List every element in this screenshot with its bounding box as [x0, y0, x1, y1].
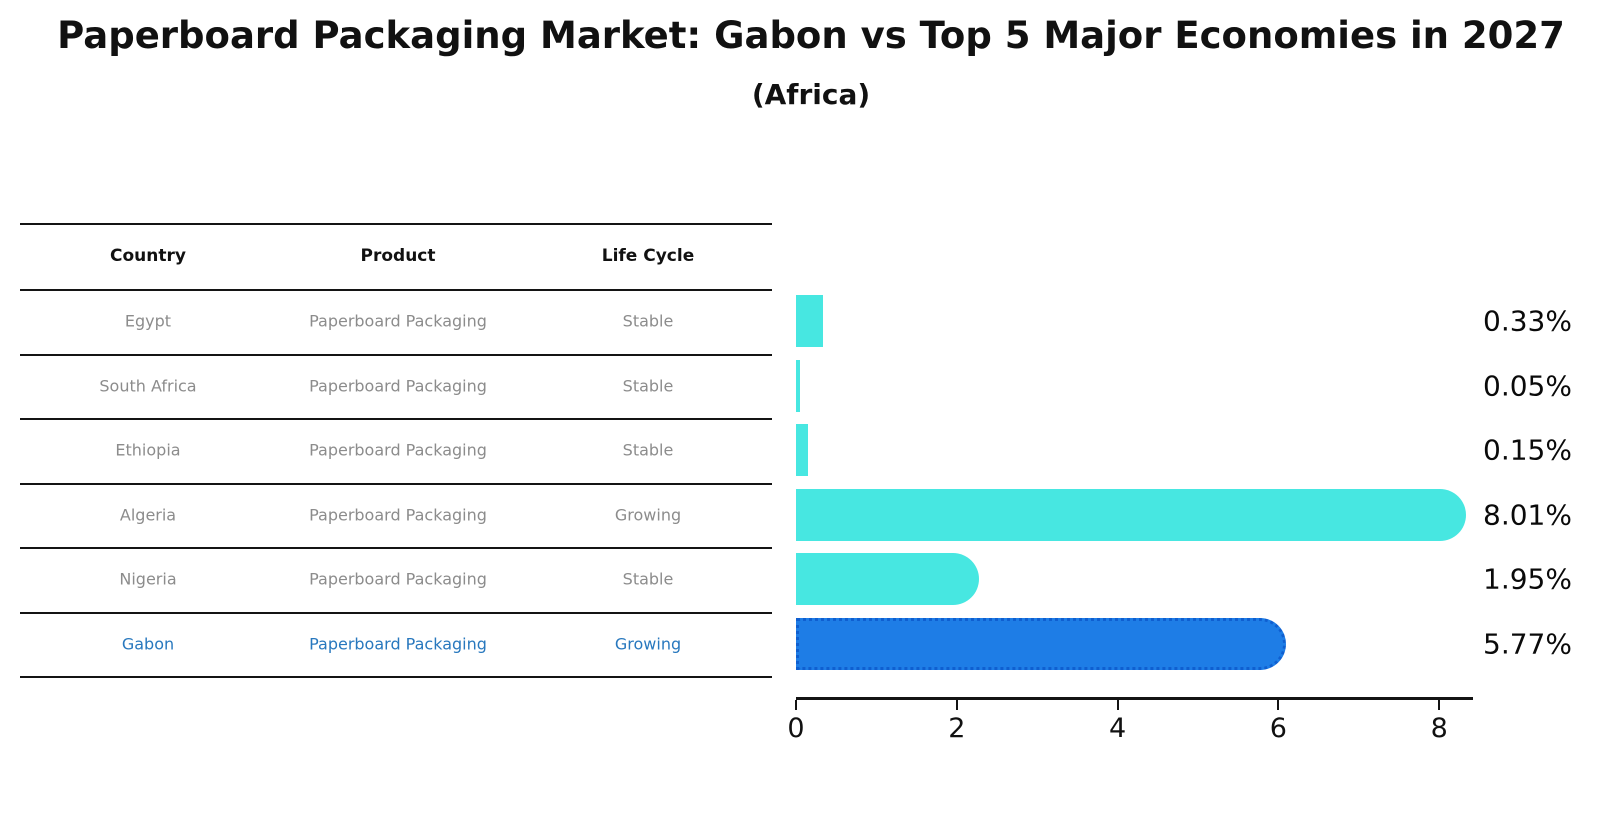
value-label: 8.01%: [1483, 498, 1572, 531]
cell-product: Paperboard Packaging: [309, 569, 487, 589]
x-axis-tick-label: 4: [1109, 713, 1127, 744]
cell-country: Gabon: [121, 634, 175, 653]
x-axis-tick: [1277, 700, 1280, 710]
cell-country: South Africa: [99, 376, 197, 395]
x-axis-tick: [1438, 700, 1441, 710]
bar-south-africa: [796, 359, 801, 412]
x-axis-tick: [1116, 700, 1119, 710]
bar-egypt: [796, 295, 823, 347]
x-axis-line: [796, 697, 1473, 700]
row-separator-line: [20, 547, 772, 549]
x-axis-tick: [955, 700, 958, 710]
row-separator-line: [20, 354, 772, 356]
row-separator-line: [20, 223, 772, 225]
bar-algeria: [796, 488, 1466, 541]
value-label: 0.05%: [1483, 369, 1572, 402]
row-separator-line: [20, 483, 772, 485]
x-axis-tick: [795, 700, 797, 710]
row-separator-line: [20, 418, 772, 420]
col-header-life-cycle: Life Cycle: [601, 246, 695, 266]
col-header-product: Product: [360, 246, 436, 266]
cell-country: Nigeria: [119, 569, 177, 589]
col-header-country: Country: [110, 246, 186, 266]
row-separator-line: [20, 676, 772, 678]
page-title: Paperboard Packaging Market: Gabon vs To…: [57, 14, 1565, 57]
x-axis-tick-label: 8: [1430, 713, 1448, 744]
cell-life-cycle: Growing: [614, 634, 682, 653]
x-axis-tick-label: 2: [948, 713, 966, 744]
row-separator-line: [20, 289, 772, 291]
page-subtitle: (Africa): [751, 78, 871, 111]
bar-gabon: [796, 617, 1286, 670]
cell-life-cycle: Stable: [622, 440, 674, 460]
value-label: 0.33%: [1483, 304, 1572, 338]
bar-nigeria: [796, 553, 979, 605]
value-label: 1.95%: [1483, 562, 1572, 596]
cell-product: Paperboard Packaging: [309, 440, 487, 460]
cell-country: Egypt: [124, 311, 172, 331]
cell-country: Ethiopia: [115, 440, 181, 460]
value-label: 0.15%: [1483, 433, 1572, 467]
cell-product: Paperboard Packaging: [309, 311, 487, 331]
row-separator-line: [20, 612, 772, 614]
cell-life-cycle: Stable: [622, 311, 674, 331]
bar-ethiopia: [796, 424, 809, 476]
cell-product: Paperboard Packaging: [309, 376, 487, 395]
cell-life-cycle: Stable: [622, 376, 674, 395]
cell-life-cycle: Growing: [614, 505, 682, 524]
x-axis-tick-label: 0: [787, 713, 805, 744]
cell-product: Paperboard Packaging: [309, 634, 487, 653]
cell-country: Algeria: [119, 505, 177, 524]
value-label: 5.77%: [1483, 627, 1572, 660]
x-axis-tick-label: 6: [1269, 713, 1287, 744]
cell-product: Paperboard Packaging: [309, 505, 487, 524]
cell-life-cycle: Stable: [622, 569, 674, 589]
